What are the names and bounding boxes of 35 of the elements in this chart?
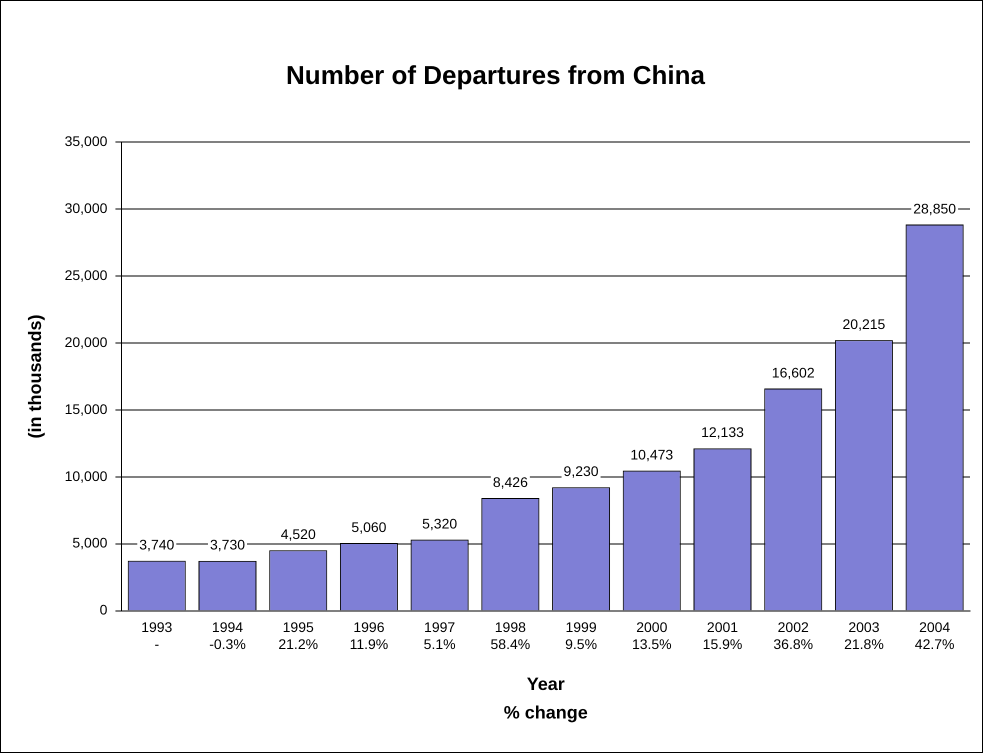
data-label: 5,060 (351, 518, 387, 535)
data-label: 4,520 (280, 526, 316, 542)
x-tick-label: 1993 - (141, 619, 173, 652)
x-tick-label: 2004 42.7% (914, 619, 954, 652)
y-tick-label: 25,000 (64, 266, 108, 283)
data-label: 3,740 (139, 536, 174, 553)
x-tick-label: 1999 9.5% (565, 619, 598, 652)
y-tick-label: 0 (100, 602, 108, 618)
y-tick-label: 20,000 (64, 334, 108, 350)
x-tick-label: 2001 15.9% (702, 619, 742, 652)
x-tick-label: 2002 36.8% (773, 619, 814, 652)
x-tick-label: 1996 11.9% (350, 619, 388, 652)
y-tick-label: 30,000 (64, 200, 108, 216)
data-label: 20,215 (842, 316, 886, 332)
x-tick-label: 2003 21.8% (844, 619, 884, 652)
data-label: 3,730 (210, 536, 246, 553)
y-tick-label: 15,000 (64, 400, 108, 417)
chart-title: Number of Departures from China (286, 60, 706, 90)
x-tick-label: 1998 58.4% (490, 619, 530, 652)
y-tick-label: 35,000 (64, 133, 108, 150)
x-tick-label: 1997 5.1% (424, 619, 456, 652)
x-tick-label: 1995 21.2% (278, 619, 318, 652)
data-label: 9,230 (564, 463, 599, 480)
data-label: 28,850 (913, 200, 956, 216)
y-tick-label: 5,000 (72, 534, 108, 551)
y-axis-title: (in thousands) (24, 314, 45, 438)
data-label: 12,133 (701, 424, 744, 440)
data-label: 16,602 (772, 364, 815, 380)
x-axis-title: Year % change (504, 674, 588, 723)
x-tick-label: 2000 13.5% (632, 619, 672, 652)
data-label: 8,426 (492, 474, 528, 490)
y-tick-label: 10,000 (64, 468, 108, 484)
x-tick-label: 1994 -0.3% (209, 619, 246, 652)
data-label: 5,320 (422, 515, 458, 532)
data-label: 10,473 (630, 446, 674, 462)
